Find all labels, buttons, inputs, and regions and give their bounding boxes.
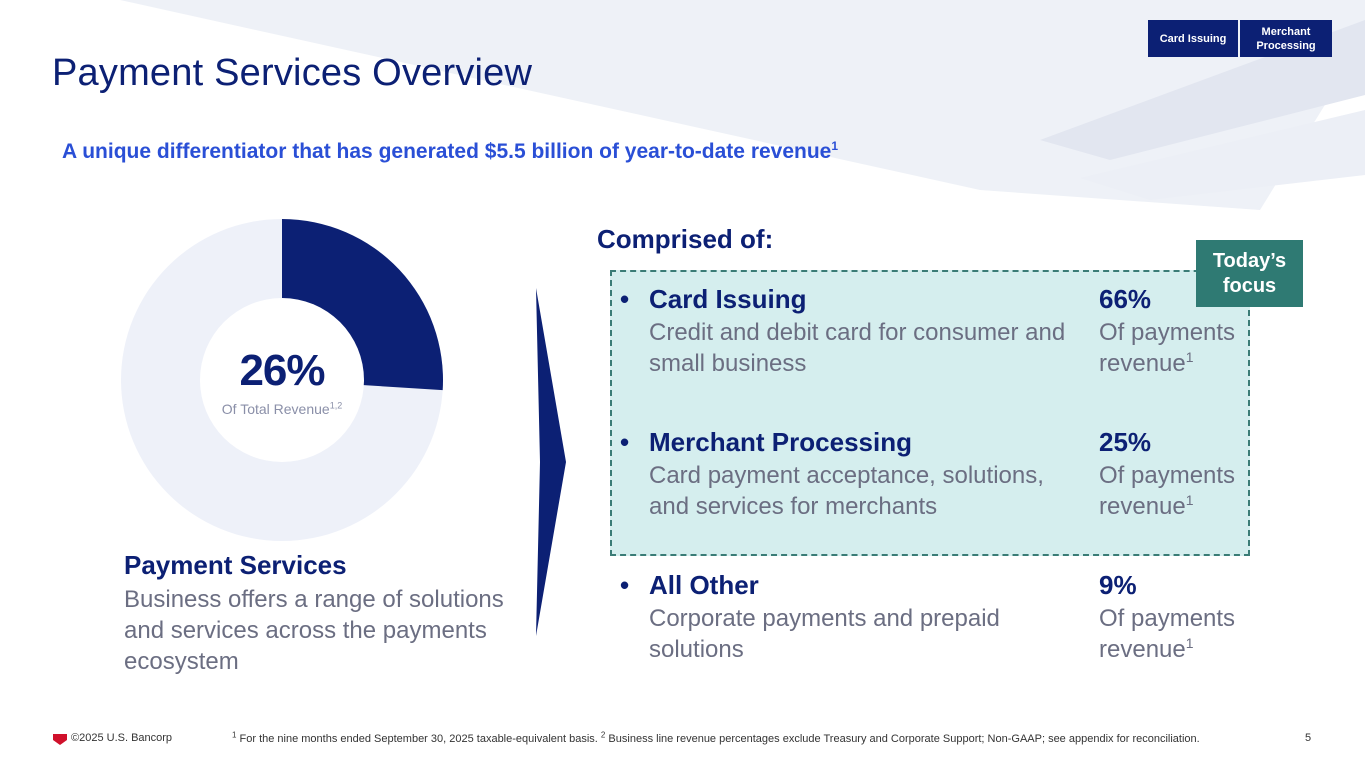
segment-percentage: 25% xyxy=(1099,427,1152,457)
segment-percentage-label: Of payments revenue1 xyxy=(1099,319,1236,377)
footnote-2: Business line revenue percentages exclud… xyxy=(605,733,1200,745)
footnote-ref: 1 xyxy=(1185,635,1194,651)
segment-description: Card payment acceptance, solutions, and … xyxy=(649,462,1044,520)
segment-description: Credit and debit card for consumer and s… xyxy=(649,319,1066,377)
page-title: Payment Services Overview xyxy=(52,52,533,94)
subtitle: A unique differentiator that has generat… xyxy=(62,140,838,164)
tab-card-issuing[interactable]: Card Issuing xyxy=(1148,20,1238,57)
segment-name: Merchant Processing xyxy=(649,427,912,457)
segment-name: All Other xyxy=(649,570,759,600)
footnotes: 1 For the nine months ended September 30… xyxy=(232,730,1282,747)
shield-logo-icon xyxy=(53,734,67,745)
focus-highlight-box xyxy=(610,270,1250,556)
segment-description: Corporate payments and prepaid solutions xyxy=(649,605,1000,663)
segment-name: Card Issuing xyxy=(649,284,807,314)
segment-percentage: 66% xyxy=(1099,284,1152,314)
footnote-ref: 1 xyxy=(831,139,839,153)
footnote-1: For the nine months ended September 30, … xyxy=(236,733,601,745)
segment-percentage: 9% xyxy=(1099,570,1137,600)
segment-percentage-label: Of payments revenue1 xyxy=(1099,605,1236,663)
subtitle-text: A unique differentiator that has generat… xyxy=(62,140,832,163)
donut-percentage: 26% xyxy=(239,346,325,395)
revenue-share-donut xyxy=(121,219,443,541)
footnote-ref: 1 xyxy=(232,730,237,740)
comprised-heading: Comprised of: xyxy=(597,224,774,254)
donut-label: Of Total Revenue1,2 xyxy=(221,400,343,417)
copyright: ©2025 U.S. Bancorp xyxy=(71,732,173,744)
payment-services-title: Payment Services xyxy=(124,550,347,580)
payment-services-description: Business offers a range of solutions and… xyxy=(124,586,504,675)
todays-focus-badge: Today’s focus xyxy=(1196,240,1303,307)
footnote-ref: 1,2 xyxy=(329,400,343,411)
bullet: • xyxy=(620,284,630,314)
page-number: 5 xyxy=(1305,732,1312,744)
chevron-arrow-icon xyxy=(536,288,566,636)
tab-merchant-processing[interactable]: Merchant Processing xyxy=(1240,20,1332,57)
footnote-ref: 2 xyxy=(600,730,606,740)
segment-percentage-label: Of payments revenue1 xyxy=(1099,462,1236,520)
bullet: • xyxy=(620,570,630,600)
bullet: • xyxy=(620,427,630,457)
footnote-ref: 1 xyxy=(1185,492,1194,508)
footnote-ref: 1 xyxy=(1185,349,1194,365)
donut-hole xyxy=(200,298,364,462)
section-nav: Card Issuing Merchant Processing xyxy=(1148,20,1332,57)
